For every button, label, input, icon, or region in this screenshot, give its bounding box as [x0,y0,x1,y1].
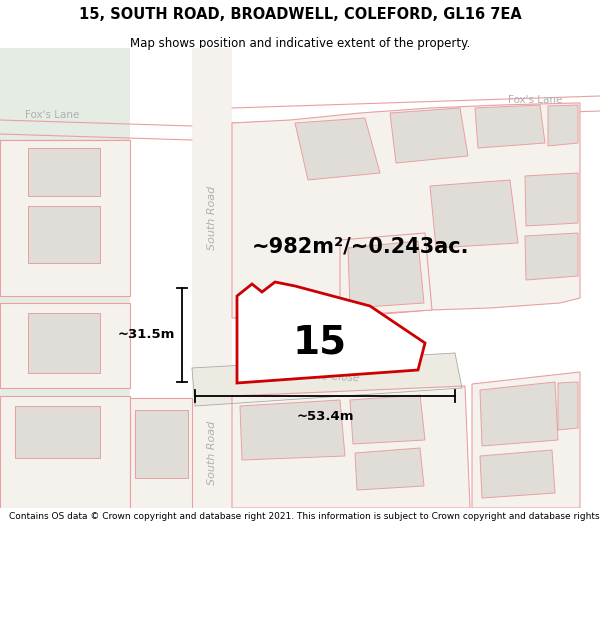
Text: ~53.4m: ~53.4m [296,410,354,423]
Polygon shape [548,105,578,146]
Polygon shape [192,48,232,508]
Polygon shape [390,108,468,163]
Polygon shape [28,206,100,263]
Polygon shape [350,395,425,444]
Polygon shape [130,398,192,508]
Text: Contains OS data © Crown copyright and database right 2021. This information is : Contains OS data © Crown copyright and d… [9,511,600,521]
Polygon shape [525,173,578,226]
Text: 15, SOUTH ROAD, BROADWELL, COLEFORD, GL16 7EA: 15, SOUTH ROAD, BROADWELL, COLEFORD, GL1… [79,8,521,22]
Polygon shape [355,448,424,490]
Text: Map shows position and indicative extent of the property.: Map shows position and indicative extent… [130,38,470,51]
Polygon shape [480,382,558,446]
Polygon shape [15,406,100,458]
Text: Bloxsome Close: Bloxsome Close [277,369,359,383]
Polygon shape [0,140,130,296]
Polygon shape [340,233,432,316]
Polygon shape [558,382,578,430]
Text: 15: 15 [293,324,347,362]
Text: ~982m²/~0.243ac.: ~982m²/~0.243ac. [251,236,469,256]
Text: South Road: South Road [207,186,217,250]
Polygon shape [28,148,100,196]
Polygon shape [0,396,130,508]
Text: Fox's Lane: Fox's Lane [508,95,562,105]
Polygon shape [135,410,188,478]
Polygon shape [525,233,578,280]
Polygon shape [28,313,100,373]
Polygon shape [475,105,545,148]
Polygon shape [192,353,462,406]
Polygon shape [480,450,555,498]
Polygon shape [240,400,345,460]
Text: Fox's Lane: Fox's Lane [25,110,79,120]
Text: ~31.5m: ~31.5m [118,329,175,341]
Polygon shape [348,241,424,308]
Polygon shape [430,180,518,248]
Polygon shape [295,118,380,180]
Polygon shape [0,303,130,388]
Polygon shape [0,48,130,508]
Polygon shape [237,282,425,383]
Polygon shape [232,386,470,508]
Polygon shape [472,372,580,508]
Polygon shape [232,103,580,318]
Text: South Road: South Road [207,421,217,485]
